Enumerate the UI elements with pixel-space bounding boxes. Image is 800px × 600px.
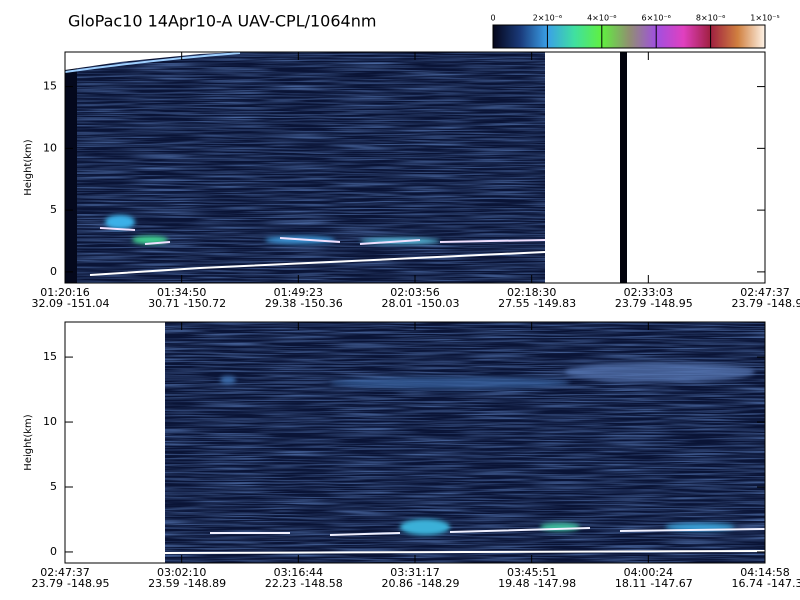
x-tick-lon: -147.98	[534, 577, 576, 590]
x-tick-lon: -148.58	[300, 577, 342, 590]
x-tick-lon: -150.03	[417, 297, 459, 310]
x-tick-lon: -149.83	[534, 297, 576, 310]
y-axis-label: Height(km)	[23, 414, 34, 470]
y-tick-label: 5	[50, 203, 57, 216]
colorbar-tick-label: 4×10⁻⁶	[587, 14, 616, 23]
x-tick-lat: 18.11	[615, 577, 647, 590]
x-tick-label: 04:00:24	[624, 566, 673, 579]
x-tick-lat: 19.48	[498, 577, 530, 590]
x-tick-lat: 23.79	[615, 297, 647, 310]
colorbar-tick-label: 6×10⁻⁶	[641, 14, 670, 23]
x-tick-label: 02:18:30	[507, 286, 556, 299]
colorbar-tick-label: 8×10⁻⁶	[696, 14, 725, 23]
x-tick-lon: -148.95	[650, 297, 692, 310]
x-tick-label: 04:14:58	[740, 566, 789, 579]
x-tick-label: 01:34:50	[157, 286, 206, 299]
x-tick-label: 01:20:16	[40, 286, 89, 299]
y-tick-label: 15	[43, 350, 57, 363]
x-tick-lat: 23.79	[732, 297, 764, 310]
x-tick-label: 02:03:56	[390, 286, 439, 299]
y-tick-label: 10	[43, 141, 57, 154]
y-tick-label: 5	[50, 480, 57, 493]
x-tick-lon: -147.31	[767, 577, 800, 590]
x-tick-label: 03:45:51	[507, 566, 556, 579]
x-tick-lat: 22.23	[265, 577, 297, 590]
y-tick-label: 10	[43, 415, 57, 428]
chart-title: GloPac10 14Apr10-A UAV-CPL/1064nm	[68, 12, 376, 31]
x-tick-lon: -150.72	[184, 297, 226, 310]
x-tick-lon: -148.95	[67, 577, 109, 590]
x-tick-label: 03:16:44	[274, 566, 323, 579]
colorbar-tick-label: 2×10⁻⁶	[533, 14, 562, 23]
x-tick-lat: 23.59	[148, 577, 180, 590]
x-tick-lat: 23.79	[32, 577, 64, 590]
x-tick-lat: 28.01	[382, 297, 414, 310]
x-tick-label: 02:47:37	[40, 566, 89, 579]
x-tick-lon: -147.67	[650, 577, 692, 590]
x-tick-lon: -148.89	[184, 577, 226, 590]
x-tick-label: 03:02:10	[157, 566, 206, 579]
colorbar-tick-label: 1×10⁻⁵	[750, 14, 779, 23]
x-tick-lat: 20.86	[382, 577, 414, 590]
curtain-image	[164, 322, 766, 563]
x-tick-lat: 16.74	[732, 577, 764, 590]
x-tick-label: 03:31:17	[390, 566, 439, 579]
y-tick-label: 15	[43, 80, 57, 93]
colorbar-tick-label: 0	[490, 14, 495, 23]
x-tick-label: 01:49:23	[274, 286, 323, 299]
x-tick-lon: -150.36	[300, 297, 342, 310]
x-tick-lon: -148.29	[417, 577, 459, 590]
x-tick-lat: 30.71	[148, 297, 180, 310]
y-tick-label: 0	[50, 265, 57, 278]
y-tick-label: 0	[50, 545, 57, 558]
y-axis-label: Height(km)	[23, 139, 34, 195]
x-tick-lat: 32.09	[32, 297, 64, 310]
x-tick-label: 02:33:03	[624, 286, 673, 299]
x-tick-lat: 29.38	[265, 297, 297, 310]
x-tick-label: 02:47:37	[740, 286, 789, 299]
x-tick-lon: -148.95	[767, 297, 800, 310]
x-tick-lon: -151.04	[67, 297, 109, 310]
x-tick-lat: 27.55	[498, 297, 530, 310]
curtain-image	[64, 52, 627, 283]
colorbar	[492, 24, 766, 49]
